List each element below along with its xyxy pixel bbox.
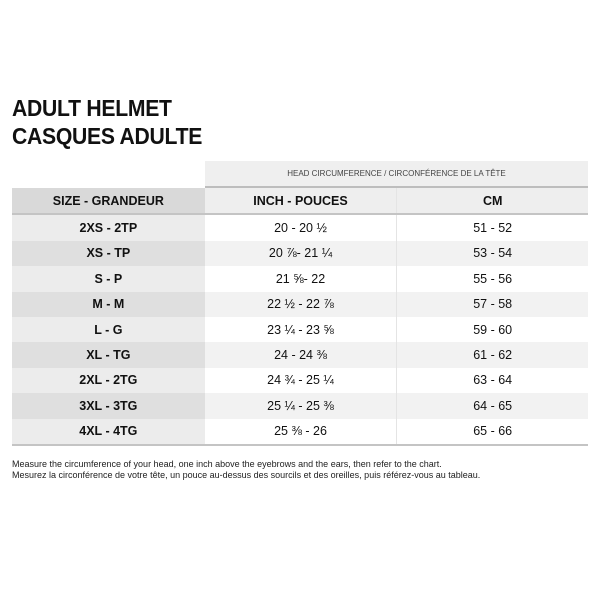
table-row: 3XL - 3TG 25 ¼ - 25 ⅜ 64 - 65 <box>12 393 589 419</box>
size-cell: 2XL - 2TG <box>12 367 205 394</box>
page-title: ADULT HELMET CASQUES ADULTE <box>12 94 202 150</box>
cm-cell: 53 - 54 <box>397 240 589 267</box>
header-size: SIZE - GRANDEUR <box>12 188 205 214</box>
cm-cell: 64 - 65 <box>397 393 589 419</box>
inch-cell: 21 ⅝- 22 <box>204 266 398 292</box>
cm-cell: 51 - 52 <box>397 215 589 241</box>
table-row: 2XL - 2TG 24 ¾ - 25 ¼ 63 - 64 <box>12 367 589 394</box>
cm-cell: 65 - 66 <box>397 418 589 444</box>
size-cell: L - G <box>12 316 205 343</box>
cm-cell: 55 - 56 <box>397 266 589 292</box>
table-row: 2XS - 2TP 20 - 20 ½ 51 - 52 <box>12 215 589 241</box>
measurement-note: Measure the circumference of your head, … <box>12 459 480 481</box>
cm-cell: 63 - 64 <box>397 367 589 394</box>
cm-cell: 59 - 60 <box>397 316 589 343</box>
title-french: CASQUES ADULTE <box>12 123 203 149</box>
header-cm: CM <box>397 188 589 214</box>
table-row: XS - TP 20 ⅞- 21 ¼ 53 - 54 <box>12 240 589 267</box>
inch-cell: 24 - 24 ⅜ <box>204 342 398 368</box>
note-french: Mesurez la circonférence de votre tête, … <box>12 470 481 480</box>
inch-cell: 25 ⅜ - 26 <box>204 418 398 444</box>
inch-cell: 24 ¾ - 25 ¼ <box>204 367 398 394</box>
header-inch: INCH - POUCES <box>204 188 398 214</box>
table-row: XL - TG 24 - 24 ⅜ 61 - 62 <box>12 342 589 368</box>
size-cell: 3XL - 3TG <box>12 393 205 419</box>
size-chart-table: HEAD CIRCUMFERENCE / CIRCONFÉRENCE DE LA… <box>12 161 589 446</box>
table-row: S - P 21 ⅝- 22 55 - 56 <box>12 266 589 292</box>
title-english: ADULT HELMET <box>12 95 172 121</box>
inch-cell: 20 ⅞- 21 ¼ <box>204 240 398 267</box>
size-cell: M - M <box>12 291 205 317</box>
table-row: 4XL - 4TG 25 ⅜ - 26 65 - 66 <box>12 418 589 446</box>
inch-cell: 20 - 20 ½ <box>204 215 398 241</box>
group-header: HEAD CIRCUMFERENCE / CIRCONFÉRENCE DE LA… <box>205 161 588 188</box>
cm-cell: 57 - 58 <box>397 291 589 317</box>
header-row: SIZE - GRANDEUR INCH - POUCES CM <box>12 188 589 216</box>
size-cell: XL - TG <box>12 342 205 368</box>
inch-cell: 23 ¼ - 23 ⅝ <box>204 316 398 343</box>
size-cell: 2XS - 2TP <box>12 215 205 241</box>
note-english: Measure the circumference of your head, … <box>12 459 442 469</box>
size-cell: S - P <box>12 266 205 292</box>
size-cell: 4XL - 4TG <box>12 418 205 444</box>
size-cell: XS - TP <box>12 240 205 267</box>
inch-cell: 22 ½ - 22 ⅞ <box>204 291 398 317</box>
inch-cell: 25 ¼ - 25 ⅜ <box>204 393 398 419</box>
table-row: L - G 23 ¼ - 23 ⅝ 59 - 60 <box>12 316 589 343</box>
cm-cell: 61 - 62 <box>397 342 589 368</box>
table-row: M - M 22 ½ - 22 ⅞ 57 - 58 <box>12 291 589 317</box>
